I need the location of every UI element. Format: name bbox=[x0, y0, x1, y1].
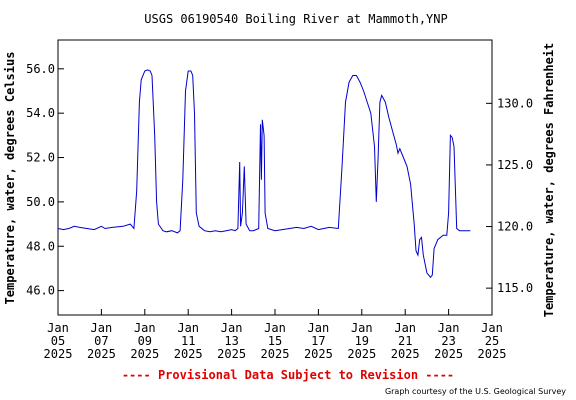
x-tick-label-day: 21 bbox=[398, 334, 412, 348]
left-tick-label: 56.0 bbox=[26, 62, 55, 76]
x-tick-label-month: Jan bbox=[221, 321, 243, 335]
left-tick-label: 50.0 bbox=[26, 195, 55, 209]
x-axis-ticks: Jan052025Jan072025Jan092025Jan112025Jan1… bbox=[44, 309, 507, 361]
right-tick-label: 120.0 bbox=[497, 220, 533, 234]
x-tick-label-day: 09 bbox=[138, 334, 152, 348]
x-tick-label-day: 13 bbox=[224, 334, 238, 348]
x-tick-label-month: Jan bbox=[394, 321, 416, 335]
x-tick-label-day: 19 bbox=[355, 334, 369, 348]
x-tick-label-year: 2025 bbox=[391, 347, 420, 361]
x-tick-label-year: 2025 bbox=[44, 347, 73, 361]
y-axis-label-right: Temperature, water, degrees Fahrenheit bbox=[542, 43, 556, 318]
left-axis-ticks: 46.0 48.0 50.0 52.0 54.0 56.0 bbox=[26, 62, 64, 298]
right-tick-label: 115.0 bbox=[497, 281, 533, 295]
x-tick-label-year: 2025 bbox=[130, 347, 159, 361]
x-tick-label-year: 2025 bbox=[434, 347, 463, 361]
left-tick-label: 54.0 bbox=[26, 106, 55, 120]
x-tick-label-month: Jan bbox=[177, 321, 199, 335]
left-tick-label: 52.0 bbox=[26, 151, 55, 165]
x-tick-label-year: 2025 bbox=[347, 347, 376, 361]
x-tick-label-month: Jan bbox=[481, 321, 503, 335]
x-tick-label-day: 15 bbox=[268, 334, 282, 348]
x-tick-label-day: 07 bbox=[94, 334, 108, 348]
x-tick-label-day: 11 bbox=[181, 334, 195, 348]
x-tick-label-month: Jan bbox=[134, 321, 156, 335]
x-tick-label-month: Jan bbox=[91, 321, 113, 335]
x-tick-label-day: 05 bbox=[51, 334, 65, 348]
x-tick-label-month: Jan bbox=[264, 321, 286, 335]
x-tick-label-year: 2025 bbox=[174, 347, 203, 361]
right-tick-label: 125.0 bbox=[497, 158, 533, 172]
chart-title: USGS 06190540 Boiling River at Mammoth,Y… bbox=[144, 12, 447, 26]
credit-text: Graph courtesy of the U.S. Geological Su… bbox=[385, 387, 566, 396]
provisional-note: ---- Provisional Data Subject to Revisio… bbox=[122, 368, 454, 382]
x-tick-label-year: 2025 bbox=[261, 347, 290, 361]
x-tick-label-day: 23 bbox=[441, 334, 455, 348]
right-tick-label: 130.0 bbox=[497, 96, 533, 110]
x-tick-label-year: 2025 bbox=[217, 347, 246, 361]
x-tick-label-day: 25 bbox=[485, 334, 499, 348]
left-tick-label: 48.0 bbox=[26, 239, 55, 253]
x-tick-label-year: 2025 bbox=[304, 347, 333, 361]
series-line-water-temperature bbox=[57, 69, 471, 279]
x-tick-label-year: 2025 bbox=[478, 347, 507, 361]
x-tick-label-year: 2025 bbox=[87, 347, 116, 361]
left-tick-label: 46.0 bbox=[26, 284, 55, 298]
x-tick-label-month: Jan bbox=[438, 321, 460, 335]
x-tick-label-month: Jan bbox=[308, 321, 330, 335]
right-axis-ticks: 115.0 120.0 125.0 130.0 bbox=[486, 96, 533, 295]
x-tick-label-day: 17 bbox=[311, 334, 325, 348]
x-tick-label-month: Jan bbox=[351, 321, 373, 335]
x-tick-label-month: Jan bbox=[47, 321, 69, 335]
y-axis-label-left: Temperature, water, degrees Celsius bbox=[3, 52, 17, 305]
